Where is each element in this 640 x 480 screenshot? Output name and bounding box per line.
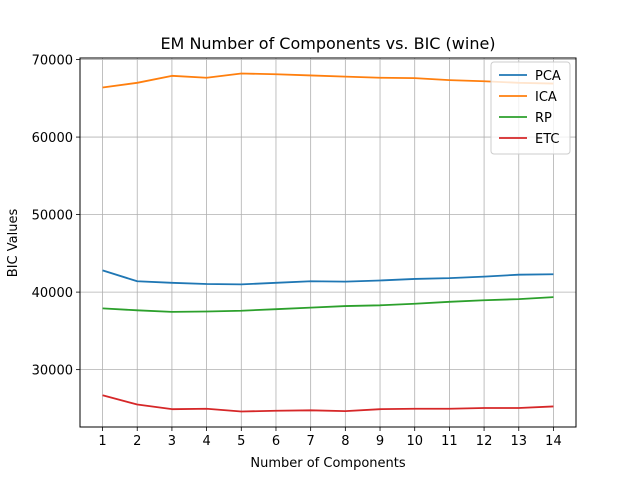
legend: PCA ICA RP ETC — [490, 61, 571, 155]
x-tick-label: 5 — [237, 434, 245, 449]
x-tick-label: 1 — [98, 434, 106, 449]
x-tick-label: 9 — [376, 434, 384, 449]
x-tick-label: 13 — [510, 434, 527, 449]
y-axis-ticks: 30000 40000 50000 60000 70000 — [32, 54, 80, 379]
series-lines — [102, 72, 554, 413]
series-line-rp — [102, 296, 554, 313]
x-axis-label: Number of Components — [250, 456, 405, 471]
x-tick-label: 4 — [202, 434, 210, 449]
x-axis-ticks: 1 2 3 4 5 6 7 8 9 10 11 12 13 14 — [98, 427, 562, 449]
x-tick-label: 10 — [406, 434, 423, 449]
x-tick-label: 8 — [341, 434, 349, 449]
x-tick-label: 11 — [441, 434, 458, 449]
plot-frame — [79, 57, 577, 428]
x-tick-label: 2 — [133, 434, 141, 449]
legend-label: PCA — [535, 69, 561, 84]
legend-label: ICA — [535, 90, 557, 105]
y-tick-label: 50000 — [32, 209, 73, 224]
x-tick-label: 3 — [168, 434, 176, 449]
series-line-ica — [102, 72, 554, 89]
series-line-pca — [102, 269, 554, 286]
x-tick-label: 6 — [272, 434, 280, 449]
y-tick-label: 70000 — [32, 54, 73, 69]
series-line-etc — [102, 394, 554, 413]
y-tick-label: 30000 — [32, 364, 73, 379]
legend-box — [490, 61, 571, 155]
chart-title: EM Number of Components vs. BIC (wine) — [160, 34, 495, 53]
y-tick-label: 40000 — [32, 286, 73, 301]
x-tick-label: 12 — [476, 434, 493, 449]
y-axis-label: BIC Values — [6, 209, 21, 278]
x-tick-label: 14 — [545, 434, 562, 449]
legend-label: RP — [535, 111, 552, 126]
legend-label: ETC — [535, 132, 559, 147]
grid — [80, 58, 576, 427]
x-tick-label: 7 — [307, 434, 315, 449]
y-tick-label: 60000 — [32, 131, 73, 146]
